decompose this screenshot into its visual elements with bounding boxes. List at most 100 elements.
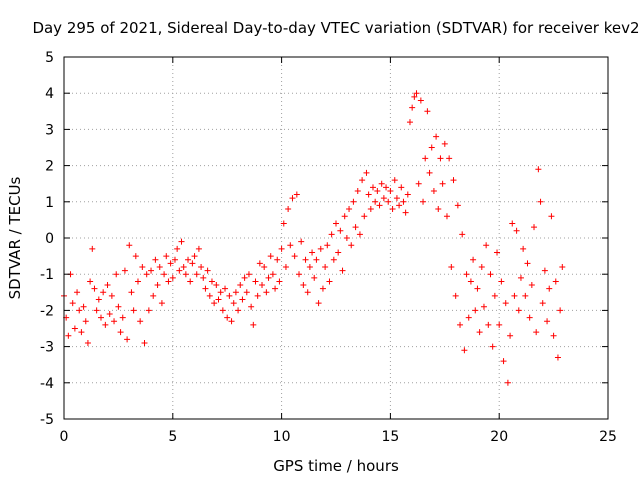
- data-point: [100, 289, 107, 296]
- data-point: [406, 119, 413, 126]
- data-point: [222, 285, 229, 292]
- data-point: [550, 332, 557, 339]
- data-point: [115, 303, 122, 310]
- data-point: [535, 166, 542, 173]
- data-point: [467, 278, 474, 285]
- data-point: [154, 282, 161, 289]
- data-point: [511, 292, 518, 299]
- data-point: [213, 282, 220, 289]
- data-point: [121, 267, 128, 274]
- data-point: [254, 292, 261, 299]
- data-point: [487, 271, 494, 278]
- data-point: [363, 169, 370, 176]
- data-point: [200, 274, 207, 281]
- data-point: [189, 260, 196, 267]
- y-tick-label: 0: [45, 231, 54, 247]
- data-point: [276, 278, 283, 285]
- chart-title: Day 295 of 2021, Sidereal Day-to-day VTE…: [32, 19, 639, 37]
- data-point: [548, 213, 555, 220]
- data-point: [524, 260, 531, 267]
- data-point: [289, 195, 296, 202]
- data-point: [448, 263, 455, 270]
- data-point: [433, 133, 440, 140]
- data-point: [217, 289, 224, 296]
- y-tick-label: 4: [45, 86, 54, 102]
- data-point: [348, 242, 355, 249]
- data-point: [180, 263, 187, 270]
- data-point: [282, 263, 289, 270]
- data-point: [341, 213, 348, 220]
- data-point: [145, 307, 152, 314]
- data-point: [215, 296, 222, 303]
- data-point: [76, 307, 83, 314]
- data-point: [426, 169, 433, 176]
- data-point: [243, 289, 250, 296]
- data-point: [148, 267, 155, 274]
- data-point: [498, 278, 505, 285]
- data-point: [274, 256, 281, 263]
- data-point: [141, 339, 148, 346]
- data-point: [265, 274, 272, 281]
- data-point: [232, 289, 239, 296]
- data-point: [93, 307, 100, 314]
- data-point: [470, 256, 477, 263]
- data-point: [539, 300, 546, 307]
- data-point: [156, 263, 163, 270]
- data-point: [496, 321, 503, 328]
- data-point: [263, 289, 270, 296]
- data-point: [520, 245, 527, 252]
- axes: 0 5 10 15 20 25 -5 -4 -3 -2 -1 0 1 2 3 4 5: [40, 50, 617, 445]
- data-point: [465, 314, 472, 321]
- data-point: [404, 191, 411, 198]
- data-point: [474, 285, 481, 292]
- data-point: [557, 307, 564, 314]
- data-point: [235, 307, 242, 314]
- data-point: [544, 318, 551, 325]
- data-point: [367, 206, 374, 213]
- data-point: [113, 271, 120, 278]
- data-point: [428, 144, 435, 151]
- x-axis-label: GPS time / hours: [273, 457, 399, 475]
- data-point: [541, 267, 548, 274]
- data-point: [167, 260, 174, 267]
- data-point: [272, 285, 279, 292]
- data-point: [459, 231, 466, 238]
- y-tick-label: -3: [40, 340, 54, 356]
- data-point: [439, 180, 446, 187]
- data-point: [387, 187, 394, 194]
- data-point: [250, 321, 257, 328]
- data-point: [80, 303, 87, 310]
- data-point: [296, 271, 303, 278]
- data-point: [546, 285, 553, 292]
- data-point: [324, 242, 331, 249]
- data-point: [443, 213, 450, 220]
- data-point: [450, 177, 457, 184]
- data-point: [134, 278, 141, 285]
- y-tick-label: 1: [45, 195, 54, 211]
- data-point: [374, 187, 381, 194]
- data-point: [158, 300, 165, 307]
- data-point: [126, 242, 133, 249]
- data-point: [359, 177, 366, 184]
- data-point: [69, 300, 76, 307]
- data-point: [430, 187, 437, 194]
- data-point: [476, 329, 483, 336]
- data-point: [396, 202, 403, 209]
- data-point: [245, 271, 252, 278]
- data-point: [104, 282, 111, 289]
- data-point: [335, 249, 342, 256]
- data-point: [354, 187, 361, 194]
- y-tick-label: -4: [40, 376, 54, 392]
- data-point: [526, 314, 533, 321]
- data-point: [178, 238, 185, 245]
- data-point: [74, 289, 81, 296]
- data-point: [171, 256, 178, 263]
- data-point: [478, 263, 485, 270]
- data-point: [195, 245, 202, 252]
- data-point: [507, 332, 514, 339]
- data-point: [411, 93, 418, 100]
- data-point: [378, 180, 385, 187]
- data-point: [356, 231, 363, 238]
- data-point: [333, 220, 339, 227]
- data-point: [417, 97, 424, 104]
